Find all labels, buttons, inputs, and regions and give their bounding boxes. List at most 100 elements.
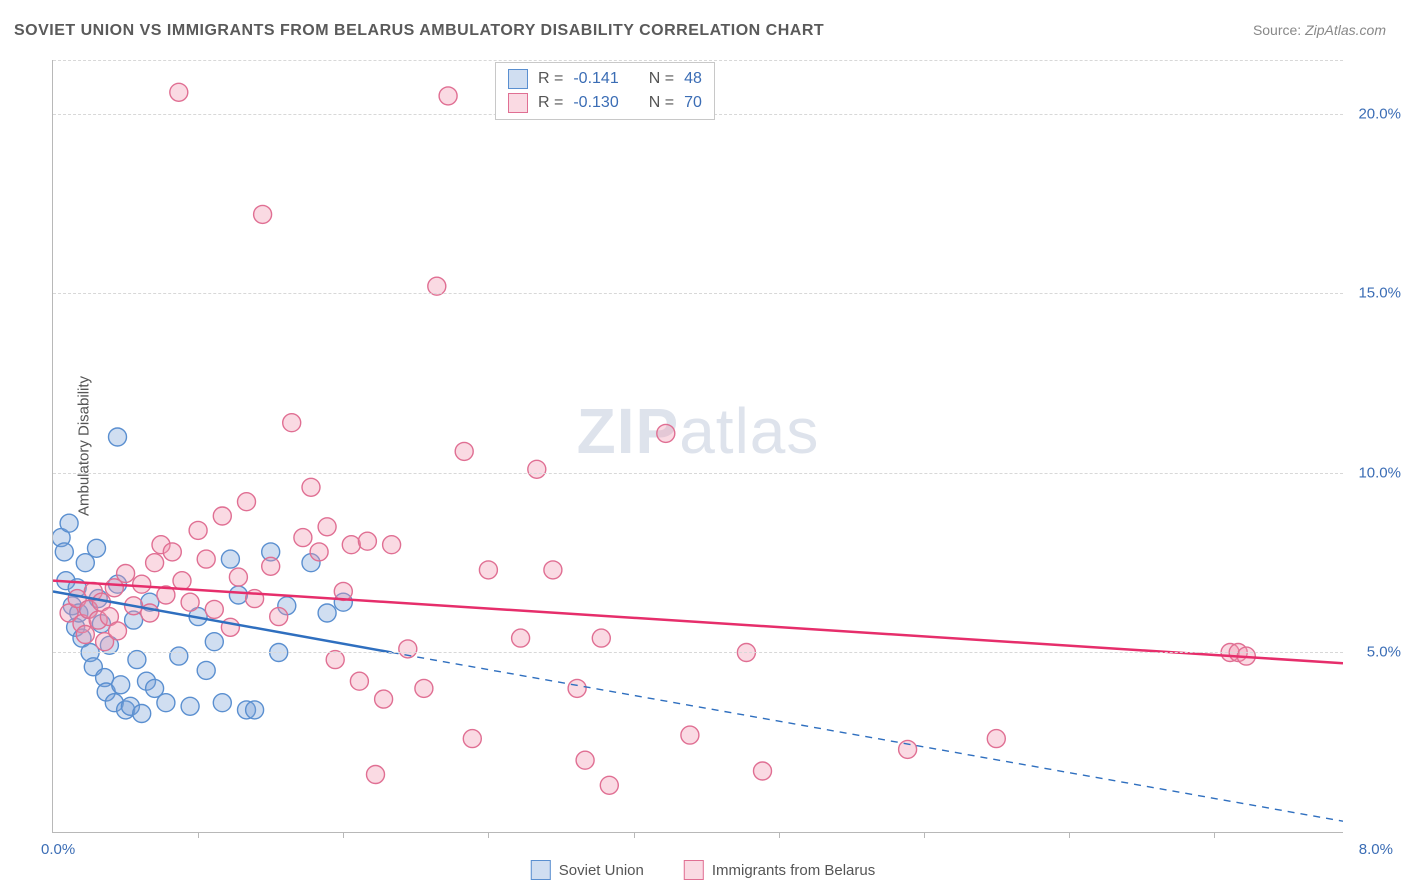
scatter-point — [189, 608, 207, 626]
scatter-point — [229, 586, 247, 604]
scatter-point — [96, 669, 114, 687]
scatter-point — [125, 611, 143, 629]
scatter-point — [205, 633, 223, 651]
scatter-point — [221, 618, 239, 636]
scatter-point — [70, 604, 88, 622]
scatter-point — [117, 701, 135, 719]
scatter-point — [205, 600, 223, 618]
scatter-point — [157, 694, 175, 712]
scatter-point — [350, 672, 368, 690]
x-tick — [1069, 832, 1070, 838]
scatter-point — [1237, 647, 1255, 665]
scatter-point — [157, 586, 175, 604]
scatter-point — [415, 679, 433, 697]
scatter-point — [96, 633, 114, 651]
scatter-point — [334, 593, 352, 611]
scatter-point — [375, 690, 393, 708]
scatter-point — [342, 536, 360, 554]
scatter-point — [141, 604, 159, 622]
y-tick-label: 20.0% — [1358, 105, 1401, 122]
x-tick — [343, 832, 344, 838]
scatter-point — [318, 604, 336, 622]
scatter-point — [163, 543, 181, 561]
scatter-point — [133, 705, 151, 723]
scatter-point — [181, 697, 199, 715]
scatter-point — [181, 593, 199, 611]
scatter-point — [544, 561, 562, 579]
scatter-point — [238, 701, 256, 719]
r-value: -0.141 — [573, 67, 618, 91]
n-value: 70 — [684, 91, 702, 115]
scatter-point — [197, 550, 215, 568]
x-tick — [634, 832, 635, 838]
scatter-point — [294, 529, 312, 547]
x-tick — [198, 832, 199, 838]
scatter-point — [117, 565, 135, 583]
scatter-point — [657, 424, 675, 442]
scatter-point — [270, 608, 288, 626]
scatter-point — [479, 561, 497, 579]
scatter-point — [68, 579, 86, 597]
scatter-point — [68, 590, 86, 608]
scatter-point — [310, 543, 328, 561]
scatter-point — [170, 83, 188, 101]
correlation-legend: R = -0.141 N = 48 R = -0.130 N = 70 — [495, 62, 715, 120]
scatter-point — [100, 608, 118, 626]
legend-item: Soviet Union — [531, 860, 644, 880]
correlation-row: R = -0.141 N = 48 — [508, 67, 702, 91]
scatter-point — [262, 543, 280, 561]
x-right-label: 8.0% — [1359, 841, 1393, 858]
scatter-point — [197, 661, 215, 679]
source-label: Source: — [1253, 22, 1301, 38]
scatter-point — [60, 604, 78, 622]
scatter-point — [383, 536, 401, 554]
correlation-row: R = -0.130 N = 70 — [508, 91, 702, 115]
y-tick-label: 10.0% — [1358, 464, 1401, 481]
series-legend: Soviet Union Immigrants from Belarus — [531, 860, 875, 880]
scatter-point — [73, 629, 91, 647]
scatter-point — [399, 640, 417, 658]
scatter-point — [109, 428, 127, 446]
n-value: 48 — [684, 67, 702, 91]
scatter-point — [512, 629, 530, 647]
scatter-point — [367, 766, 385, 784]
scatter-point — [89, 590, 107, 608]
scatter-point — [146, 679, 164, 697]
scatter-point — [84, 658, 102, 676]
legend-swatch — [508, 69, 528, 89]
scatter-point — [92, 615, 110, 633]
source-attribution: Source: ZipAtlas.com — [1253, 22, 1386, 38]
scatter-point — [262, 557, 280, 575]
scatter-point — [592, 629, 610, 647]
scatter-point — [229, 568, 247, 586]
scatter-point — [76, 554, 94, 572]
scatter-point — [73, 615, 91, 633]
scatter-point — [463, 730, 481, 748]
scatter-point — [138, 672, 156, 690]
scatter-point — [125, 597, 143, 615]
scatter-point — [283, 414, 301, 432]
scatter-point — [109, 575, 127, 593]
legend-label: Soviet Union — [559, 862, 644, 879]
scatter-point — [92, 593, 110, 611]
scatter-point — [88, 539, 106, 557]
scatter-point — [146, 554, 164, 572]
watermark: ZIPatlas — [577, 394, 820, 468]
scatter-point — [60, 514, 78, 532]
regression-line-dashed — [392, 652, 1343, 821]
x-left-label: 0.0% — [41, 841, 75, 858]
y-tick-label: 15.0% — [1358, 285, 1401, 302]
chart-svg — [53, 60, 1343, 832]
scatter-point — [109, 622, 127, 640]
scatter-point — [221, 550, 239, 568]
scatter-point — [89, 611, 107, 629]
scatter-point — [76, 626, 94, 644]
gridline — [53, 60, 1343, 61]
legend-swatch — [684, 860, 704, 880]
scatter-point — [302, 478, 320, 496]
source-name: ZipAtlas.com — [1305, 22, 1386, 38]
scatter-point — [358, 532, 376, 550]
n-prefix: N = — [649, 67, 674, 91]
scatter-point — [57, 572, 75, 590]
scatter-point — [170, 647, 188, 665]
